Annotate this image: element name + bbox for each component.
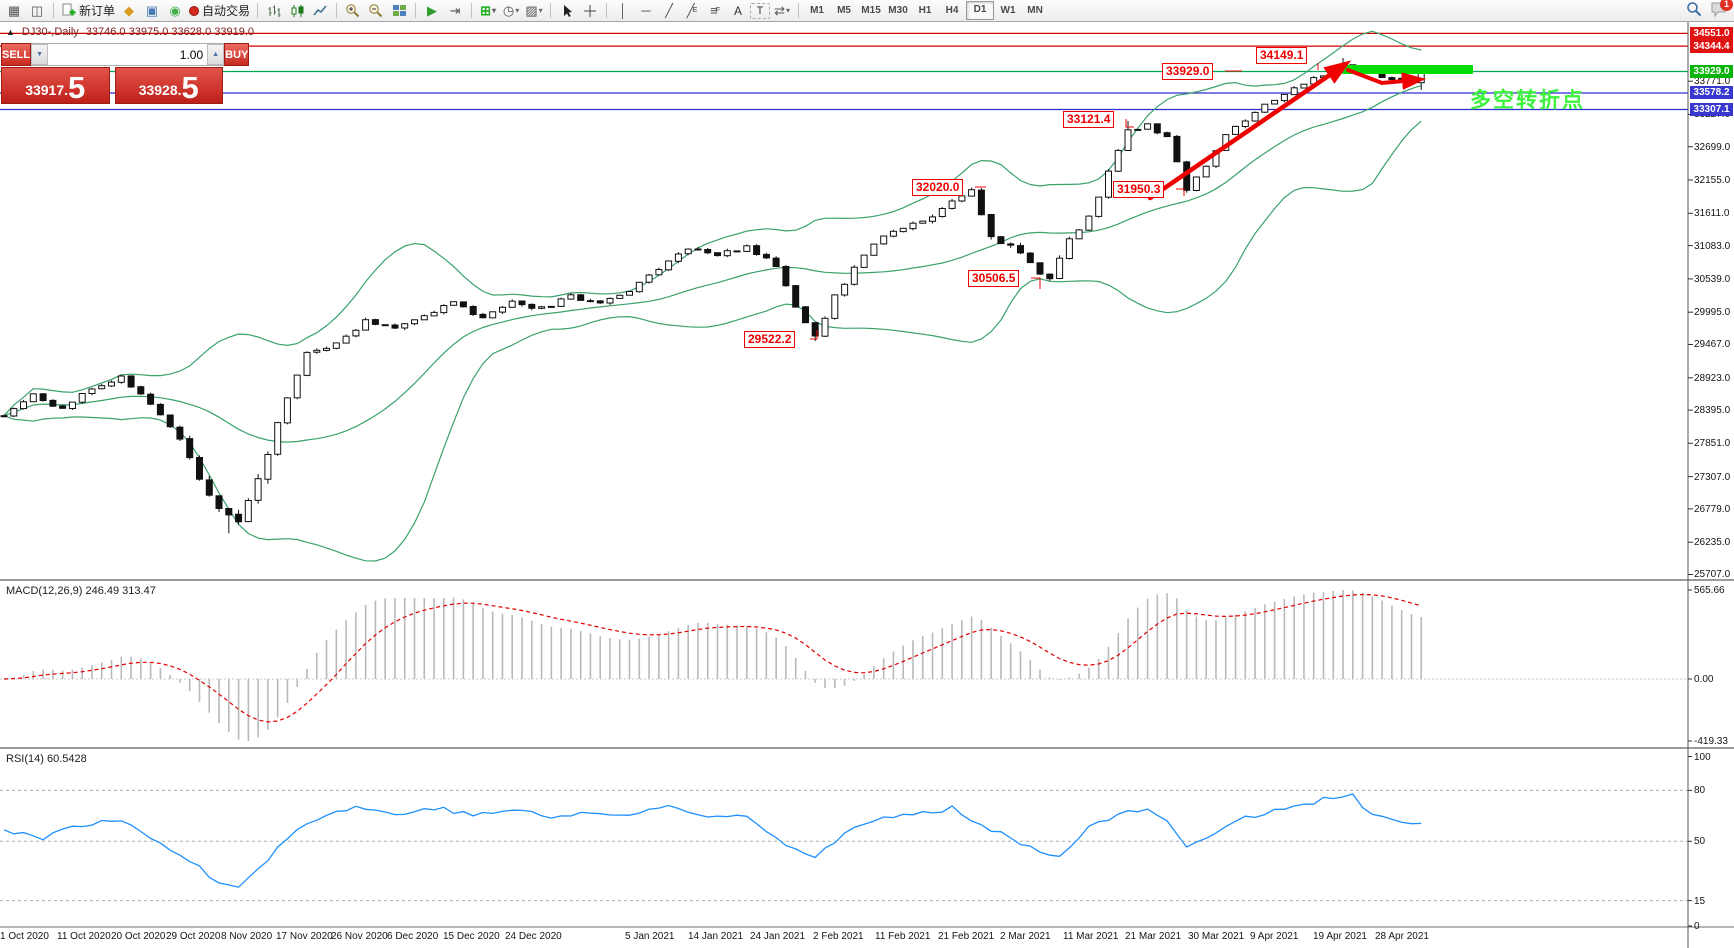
autotrading-status-icon — [189, 5, 200, 16]
periods-icon[interactable]: ◷ ▾ — [502, 2, 520, 18]
green-highlight-bar[interactable] — [1342, 65, 1473, 74]
chart-title: ▲ DJ30-,Daily 33746.0 33975.0 33628.0 33… — [6, 26, 254, 38]
profiles-icon[interactable]: ◫ — [30, 2, 44, 18]
macd-signal-line — [3, 593, 1422, 723]
autotrading-label: 自动交易 — [202, 3, 251, 18]
new-order-icon — [62, 3, 76, 16]
volume-decrease-button[interactable]: ▼ — [31, 44, 49, 65]
text-tool-icon[interactable]: A — [734, 3, 743, 18]
annotation-connector — [810, 330, 818, 340]
bollinger-middle-band — [3, 85, 1422, 443]
main-toolbar: ▦ ◫ 新订单 ◆ ▣ ◉ 自动交易 — [0, 0, 1734, 22]
price-annotation-label[interactable]: 29522.2 — [744, 331, 796, 348]
bollinger-lower-band — [3, 120, 1422, 562]
trendline-tool-icon[interactable]: ╱ — [665, 2, 673, 18]
channel-tool-icon[interactable]: ╱ E — [686, 2, 698, 18]
macd-pane-header: MACD(12,26,9) 246.49 313.47 — [6, 585, 156, 597]
candlesticks — [0, 58, 1425, 534]
crosshair-icon[interactable] — [579, 2, 601, 20]
annotation-connector — [1031, 277, 1041, 289]
timeframe-h1[interactable]: H1 — [918, 5, 932, 16]
buy-price-main: 33928 — [138, 82, 178, 98]
rsi-pane-header: RSI(14) 60.5428 — [6, 753, 87, 765]
bollinger-upper-band — [3, 30, 1422, 417]
cursor-icon[interactable] — [556, 2, 578, 20]
fibonacci-tool-icon[interactable]: ≡ F — [710, 2, 720, 18]
sell-price-frac: 5 — [68, 70, 86, 105]
volume-input[interactable] — [48, 44, 208, 65]
price-annotation-label[interactable]: 34149.1 — [1256, 47, 1308, 64]
timeframe-mn[interactable]: MN — [1027, 5, 1043, 16]
sell-button[interactable]: SELL — [1, 43, 32, 66]
tile-windows-icon[interactable] — [388, 2, 410, 20]
search-icon[interactable] — [1686, 1, 1702, 22]
macd-histogram — [12, 590, 1423, 741]
sell-price-display[interactable]: 33917. 5 — [1, 67, 110, 104]
buy-price-dot: . — [177, 82, 182, 98]
toolbar-separator — [798, 3, 800, 18]
notification-count-badge: 1 — [1720, 0, 1733, 11]
candlestick-chart-icon[interactable] — [286, 2, 308, 20]
chart-ohlc-values: 33746.0 33975.0 33628.0 33919.0 — [85, 26, 254, 38]
toolbar-separator — [336, 3, 338, 18]
templates-icon[interactable]: ▨ ▾ — [525, 2, 543, 18]
rsi-line — [3, 793, 1422, 888]
line-chart-icon[interactable] — [309, 2, 331, 20]
auto-scroll-icon[interactable]: ▶ — [427, 2, 438, 18]
text-label-tool-icon[interactable]: T — [750, 2, 771, 19]
timeframe-w1[interactable]: W1 — [1000, 5, 1016, 16]
toolbar-separator — [53, 3, 54, 18]
one-click-trading-panel: SELL ▼ ▲ BUY 33917.5 33928.5 — [1, 43, 250, 105]
zoom-out-icon[interactable] — [365, 2, 387, 20]
horizontal-line-tool-icon[interactable]: ─ — [641, 2, 651, 18]
signals-icon[interactable]: ◉ — [169, 2, 181, 18]
autotrading-button[interactable]: 自动交易 — [187, 2, 252, 20]
arrows-tool-icon[interactable]: ⇄ ▾ — [774, 2, 790, 18]
vertical-line-tool-icon[interactable]: │ — [618, 2, 628, 18]
metaeditor-icon[interactable]: ◆ — [124, 2, 135, 18]
new-chart-icon[interactable]: ▦ — [7, 2, 21, 18]
buy-price-display[interactable]: 33928. 5 — [114, 67, 223, 105]
annotation-connector — [1176, 188, 1185, 196]
volume-stepper: ▼ ▲ — [31, 43, 225, 66]
price-annotation-label[interactable]: 33121.4 — [1063, 111, 1115, 128]
toolbar-separator — [415, 3, 417, 18]
toolbar-separator — [257, 3, 259, 18]
buy-price-frac: 5 — [181, 70, 199, 105]
indicators-icon[interactable]: ⊞ ▾ — [480, 2, 496, 18]
timeframe-h4[interactable]: H4 — [945, 5, 959, 16]
timeframe-m5[interactable]: M5 — [837, 5, 851, 16]
price-annotation-label[interactable]: 30506.5 — [968, 270, 1020, 287]
trend-down-arrow[interactable] — [1346, 68, 1426, 90]
annotation-connector — [1125, 119, 1134, 128]
toolbar-separator — [471, 3, 473, 18]
price-annotation-label[interactable]: 31950.3 — [1113, 181, 1165, 198]
trend-up-arrow[interactable] — [1147, 60, 1352, 201]
buy-button[interactable]: BUY — [224, 43, 250, 66]
chart-symbol-title: DJ30-,Daily — [21, 26, 79, 38]
timeframe-m30[interactable]: M30 — [888, 5, 908, 16]
timeframe-d1[interactable]: D1 — [966, 1, 995, 20]
price-annotation-label[interactable]: 32020.0 — [912, 179, 964, 196]
turning-point-note[interactable]: 多空转折点 — [1470, 89, 1585, 112]
toolbar-separator — [550, 3, 552, 18]
panel-collapse-icon[interactable]: ▲ — [6, 27, 15, 37]
timeframe-m1[interactable]: M1 — [810, 5, 824, 16]
price-annotation-label[interactable]: 33929.0 — [1162, 63, 1214, 80]
market-depth-icon[interactable]: ▣ — [145, 2, 159, 18]
sell-price-main: 33917 — [25, 82, 65, 98]
zoom-in-icon[interactable] — [342, 2, 364, 20]
volume-increase-button[interactable]: ▲ — [207, 44, 225, 65]
new-order-button[interactable]: 新订单 — [59, 2, 117, 20]
notifications-icon[interactable]: 1 — [1710, 0, 1733, 22]
bar-chart-icon[interactable] — [263, 2, 285, 20]
chart-shift-icon[interactable]: ⇥ — [449, 2, 461, 18]
toolbar-separator — [606, 3, 608, 18]
sell-price-dot: . — [64, 82, 69, 98]
timeframe-m15[interactable]: M15 — [861, 5, 881, 16]
new-order-label: 新订单 — [79, 3, 116, 18]
